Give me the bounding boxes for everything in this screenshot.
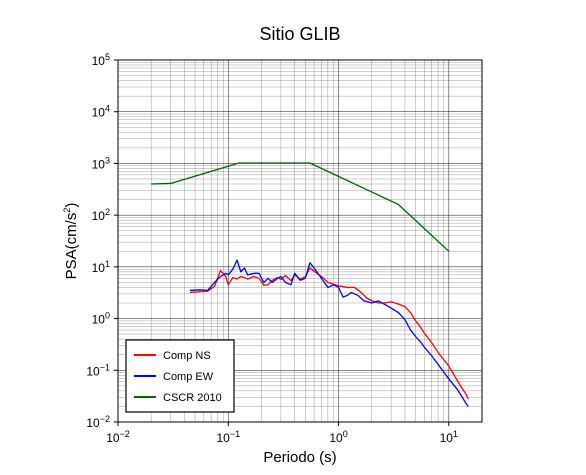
y-axis-label: PSA(cm/s2)	[62, 203, 80, 280]
y-tick-label: 10−1	[86, 362, 110, 378]
y-tick-label: 102	[92, 207, 110, 223]
x-tick-label: 100	[329, 429, 347, 445]
legend-label-comp-ew: Comp EW	[163, 371, 214, 383]
x-tick-label: 101	[440, 429, 458, 445]
series-comp-ew	[189, 259, 469, 407]
series-group	[151, 162, 469, 407]
x-axis-label: Periodo (s)	[263, 449, 336, 466]
series-comp-ns	[189, 267, 469, 400]
y-tick-label: 100	[92, 311, 110, 327]
legend-label-cscr-2010: CSCR 2010	[163, 392, 222, 404]
y-tick-label: 10−2	[86, 414, 110, 430]
y-tick-label: 105	[92, 52, 110, 68]
plot-frame	[117, 59, 483, 423]
x-tick-label: 10−2	[106, 429, 130, 445]
legend: Comp NS Comp EW CSCR 2010	[125, 339, 235, 413]
x-tick-label: 10−1	[216, 429, 240, 445]
tick-labels: 10−2 10−1 100 101 10−2 10−1 100 101 102 103 104 105	[86, 52, 458, 445]
y-tick-label: 104	[92, 104, 110, 120]
legend-label-comp-ns: Comp NS	[163, 350, 211, 362]
y-tick-label: 101	[92, 259, 110, 275]
series-cscr-2010	[151, 162, 450, 252]
chart-title: Sitio GLIB	[259, 24, 340, 44]
y-tick-label: 103	[92, 155, 110, 171]
